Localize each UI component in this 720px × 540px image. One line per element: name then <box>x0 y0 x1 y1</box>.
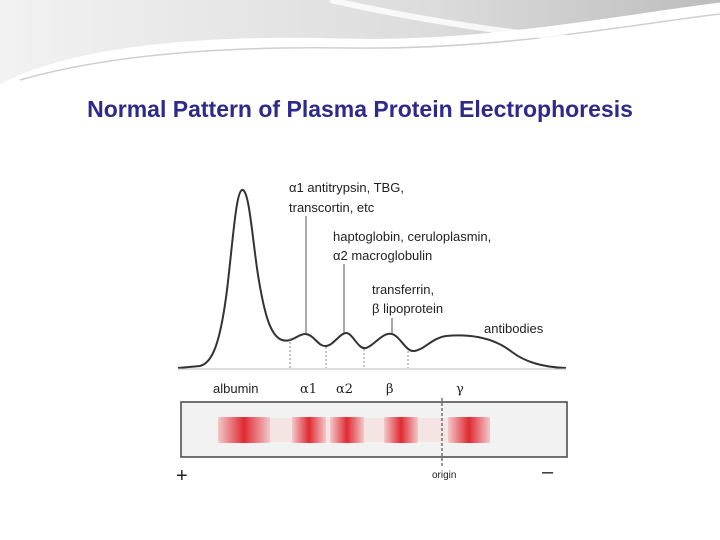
cathode-minus: – <box>542 461 554 483</box>
fraction-label-alpha2: α2 <box>336 382 353 397</box>
band-alpha2 <box>330 417 364 443</box>
beta-proteins-line2: β lipoprotein <box>372 301 443 316</box>
alpha1-proteins-line2: transcortin, etc <box>289 200 375 215</box>
anode-plus: + <box>176 465 188 487</box>
header-swoosh-decoration <box>0 0 720 88</box>
alpha1-proteins-line1: α1 antitrypsin, TBG, <box>289 180 404 195</box>
fraction-label-beta: β <box>386 382 394 397</box>
fraction-label-albumin: albumin <box>213 381 259 396</box>
densitometry-curve <box>177 188 567 369</box>
alpha2-proteins-line1: haptoglobin, ceruloplasmin, <box>333 229 491 244</box>
slide-title: Normal Pattern of Plasma Protein Electro… <box>87 96 633 122</box>
band-beta <box>384 417 418 443</box>
gamma-proteins-label: antibodies <box>484 321 544 336</box>
alpha2-proteins-line2: α2 macroglobulin <box>333 248 432 263</box>
fraction-label-alpha1: α1 <box>300 382 317 397</box>
gel-bands <box>218 417 490 443</box>
fraction-dividers <box>289 338 409 368</box>
origin-label: origin <box>432 470 456 481</box>
beta-proteins-line1: transferrin, <box>372 282 434 297</box>
band-alpha1 <box>292 417 326 443</box>
fraction-label-gamma: γ <box>456 382 464 397</box>
leader-lines <box>305 216 393 334</box>
band-gamma <box>448 417 490 443</box>
band-albumin <box>218 417 270 443</box>
